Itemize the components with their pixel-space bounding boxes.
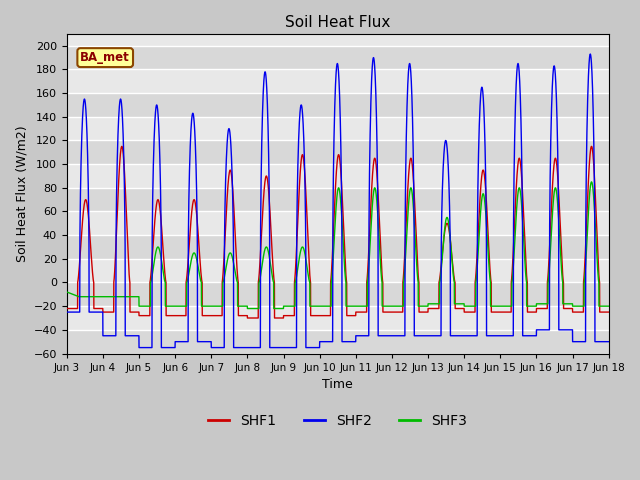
Title: Soil Heat Flux: Soil Heat Flux	[285, 15, 390, 30]
X-axis label: Time: Time	[323, 378, 353, 391]
Bar	[67, 117, 609, 141]
Y-axis label: Soil Heat Flux (W/m2): Soil Heat Flux (W/m2)	[15, 125, 28, 262]
Bar	[67, 306, 609, 330]
Bar	[67, 235, 609, 259]
Bar	[67, 93, 609, 117]
Legend: SHF1, SHF2, SHF3: SHF1, SHF2, SHF3	[203, 408, 473, 433]
Bar	[67, 188, 609, 212]
Bar	[67, 330, 609, 353]
Text: BA_met: BA_met	[81, 51, 130, 64]
Bar	[67, 283, 609, 306]
Bar	[67, 141, 609, 164]
Bar	[67, 70, 609, 93]
Bar	[67, 164, 609, 188]
Bar	[67, 46, 609, 70]
Bar	[67, 259, 609, 283]
Bar	[67, 212, 609, 235]
